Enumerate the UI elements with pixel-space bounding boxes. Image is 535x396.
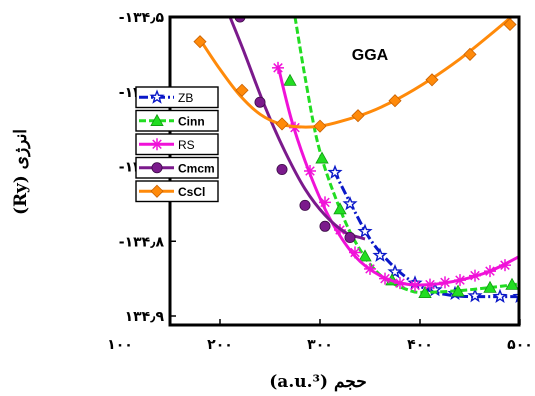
- point-cmcm: [319, 220, 331, 232]
- legend-label-cmcm: Cmcm: [178, 161, 215, 175]
- y-tick-label: ۱۳۴٫۹: [125, 309, 165, 325]
- point-rs: [364, 262, 376, 275]
- legend-marker-zb: [149, 89, 165, 104]
- point-cinn: [315, 151, 329, 164]
- point-cinn: [418, 286, 432, 299]
- legend-item-cinn: Cinn: [135, 109, 219, 132]
- point-rs: [454, 274, 466, 287]
- point-rs: [409, 279, 421, 292]
- point-cinn: [283, 73, 297, 86]
- point-cinn: [451, 284, 465, 297]
- legend-marker-cscl: [150, 184, 164, 198]
- point-cmcm: [254, 96, 266, 108]
- legend-item-cscl: CsCl: [135, 180, 219, 203]
- point-cmcm: [344, 232, 356, 244]
- legend-item-cmcm: Cmcm: [135, 156, 219, 179]
- point-rs: [469, 269, 481, 282]
- series-line-cinn: [293, 17, 519, 294]
- series-cinn: [283, 17, 519, 299]
- annotation-gga: GGA: [352, 47, 389, 64]
- point-zb: [327, 164, 343, 179]
- legend-item-zb: ZB: [135, 86, 219, 109]
- point-cscl: [388, 94, 402, 108]
- point-zb: [492, 288, 508, 303]
- point-zb: [467, 287, 483, 303]
- point-cscl: [351, 109, 365, 123]
- series-cscl: [193, 17, 517, 133]
- legend-marker-cinn: [150, 113, 164, 126]
- point-cscl: [193, 35, 207, 49]
- point-cinn: [505, 277, 519, 290]
- x-tick-label: ۴۰۰: [407, 337, 433, 353]
- point-cinn: [333, 202, 347, 215]
- series-line-zb: [332, 170, 519, 299]
- x-tick-label: ۱۰۰: [107, 337, 133, 353]
- legend-label-cscl: CsCl: [178, 185, 205, 199]
- series-layer: [193, 17, 519, 303]
- point-rs: [272, 61, 284, 74]
- point-zb: [372, 247, 388, 262]
- point-cscl: [235, 83, 249, 97]
- legend-marker-rs: [151, 138, 163, 151]
- x-axis-title: (a.u.³) حجم: [269, 372, 366, 392]
- legend-marker-cmcm: [151, 162, 163, 174]
- legend-box: [135, 109, 219, 132]
- point-rs: [484, 265, 496, 278]
- legend-label-rs: RS: [178, 138, 195, 152]
- point-rs: [379, 272, 391, 285]
- series-line-cmcm: [228, 17, 366, 241]
- y-tick-label: -۱۳۴٫۵: [119, 10, 165, 26]
- x-tick-label: ۵۰۰: [507, 337, 533, 353]
- legend-box: [135, 86, 219, 109]
- point-zb: [357, 223, 373, 238]
- point-cscl: [503, 17, 517, 32]
- point-rs: [424, 278, 436, 291]
- series-line-cscl: [198, 17, 514, 129]
- point-cscl: [463, 47, 477, 61]
- point-cscl: [313, 119, 327, 133]
- point-cmcm: [276, 163, 288, 175]
- point-rs: [439, 276, 451, 289]
- point-cscl: [425, 73, 439, 87]
- legend-label-zb: ZB: [178, 91, 193, 105]
- series-line-rs: [276, 65, 519, 287]
- y-tick-label: -۱۳۴٫۸: [119, 234, 165, 250]
- point-cinn: [358, 249, 372, 262]
- point-rs: [499, 259, 511, 272]
- point-rs: [349, 246, 361, 259]
- point-cscl: [275, 117, 289, 131]
- legend: ZB Cinn RS Cmcm CsCl: [135, 86, 219, 203]
- point-rs: [304, 164, 316, 177]
- x-tick-label: ۳۰۰: [307, 337, 333, 353]
- legend-label-cinn: Cinn: [178, 114, 205, 128]
- point-cmcm: [299, 199, 311, 211]
- y-axis-title: (Ry) انرژی: [11, 129, 31, 215]
- legend-item-rs: RS: [135, 133, 219, 156]
- point-zb: [387, 263, 403, 279]
- point-rs: [319, 196, 331, 209]
- point-zb: [342, 195, 358, 211]
- point-rs: [394, 277, 406, 290]
- point-cinn: [483, 280, 497, 293]
- series-rs: [272, 61, 519, 292]
- x-tick-label: ۲۰۰: [207, 337, 233, 353]
